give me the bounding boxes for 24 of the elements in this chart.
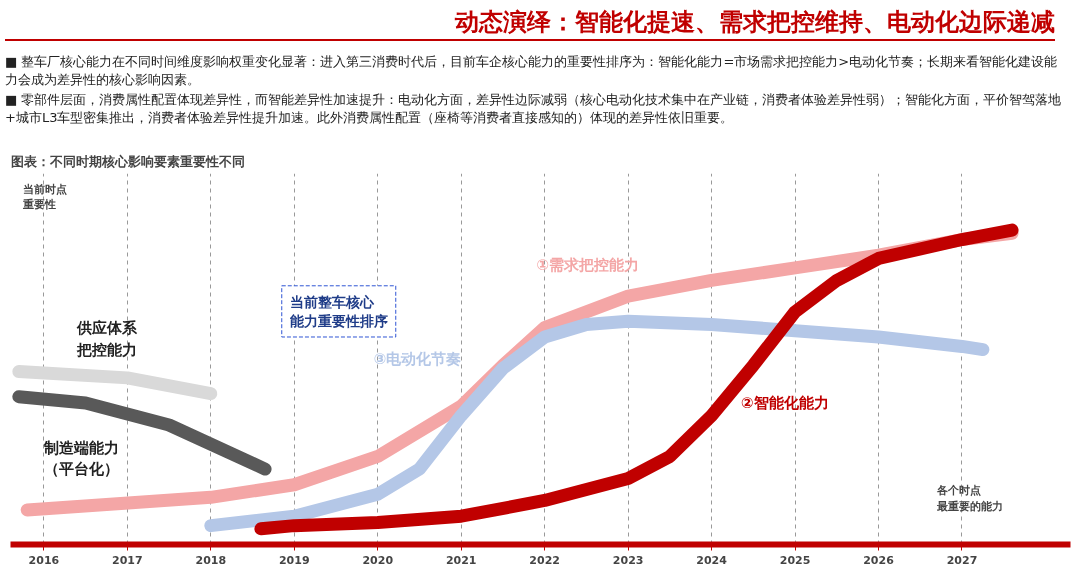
x-tick-label: 2017 bbox=[112, 553, 143, 567]
text: ■ 零部件层面，消费属性配置体现差异性，而智能差异性加速提升：电动化方面，差异性边际减弱（核心电动化技术集中在产业链，消费者体验差异性弱）；智能化方面，平价智驾落地+城市L3车型密集推出，消费者体验差异性提升加速。此外消费属性配置（座椅等消费者直接感知的）体现的差异性依旧重要。 bbox=[5, 91, 1063, 127]
annotation: 当前整车核心能力重要性排序 bbox=[289, 293, 388, 329]
x-tick-label: 2024 bbox=[696, 553, 728, 567]
text: ■ 整车厂核心能力在不同时间维度影响权重变化显著：进入第三消费时代后，目前车企核心能力的重要性排序为：智能化能力=市场需求把控能力>电动化节奏；长期来看智能化建设能力会成为差异性的核心影响因素。 bbox=[5, 53, 1059, 89]
x-tick-label: 2022 bbox=[529, 553, 560, 567]
series-label: 供应体系把控能力 bbox=[76, 319, 139, 359]
x-tick-label: 2027 bbox=[946, 553, 978, 567]
series-label: ①需求把控能力 bbox=[536, 256, 640, 275]
y-axis-title: 当前时点重要性 bbox=[22, 182, 68, 212]
series-label: ②智能化能力 bbox=[740, 394, 829, 413]
x-tick-label: 2019 bbox=[278, 553, 310, 567]
x-tick-label: 2026 bbox=[863, 553, 895, 567]
x-tick-label: 2020 bbox=[362, 553, 394, 567]
series-label: 制造端能力（平台化） bbox=[42, 438, 119, 479]
x-tick-label: 2025 bbox=[779, 553, 811, 567]
chart-title: 动态演绎：智能化提速、需求把控维持、电动化边际递减 bbox=[5, 5, 1055, 42]
text: ③电动化节奏 bbox=[373, 350, 462, 369]
x-tick-label: 2021 bbox=[445, 553, 477, 567]
x-axis-title: 各个时点最重要的能力 bbox=[935, 484, 1003, 514]
x-tick-label: 2018 bbox=[195, 553, 227, 567]
x-tick-label: 2016 bbox=[28, 553, 60, 567]
text: 图表：不同时期核心影响要素重要性不同 bbox=[10, 153, 245, 169]
x-tick-label: 2023 bbox=[612, 553, 644, 567]
